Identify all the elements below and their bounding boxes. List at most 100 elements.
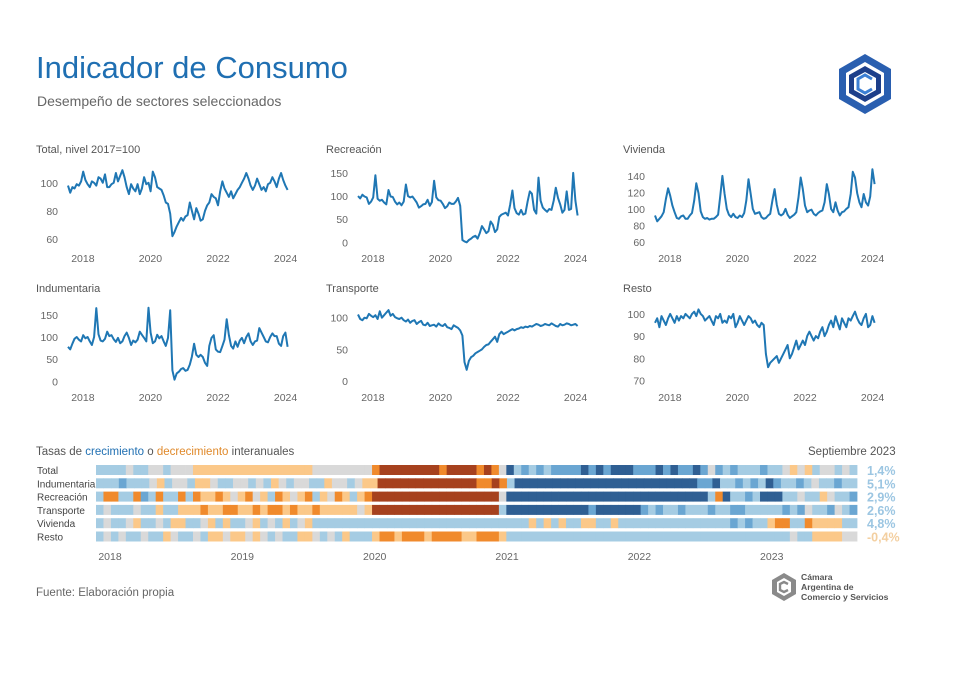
heatmap-cell: [304, 504, 313, 515]
heatmap-cell: [498, 518, 507, 529]
heatmap-cell: [536, 518, 545, 529]
heatmap-cell: [730, 504, 739, 515]
heatmap-cell: [670, 518, 679, 529]
heatmap-cell: [446, 518, 455, 529]
heatmap-cell: [558, 491, 567, 502]
line-chart-indumentaria: 0 50 100 150 2018 2020 2022 2024: [40, 306, 297, 404]
heatmap-cell: [275, 465, 283, 475]
x-tick-label: 2022: [496, 392, 520, 404]
heatmap-cell: [580, 491, 589, 502]
heatmap-cell: [730, 465, 739, 475]
heatmap-cell: [319, 465, 328, 475]
heatmap-cell: [804, 518, 813, 529]
heatmap-cell: [834, 491, 843, 502]
series-line: [654, 168, 876, 223]
heatmap-cell: [200, 531, 209, 542]
heatmap-cell: [286, 478, 295, 489]
heatmap-cell: [379, 531, 388, 542]
heatmap-cell: [289, 531, 298, 542]
heatmap-cell: [282, 504, 291, 515]
heatmap-cell: [125, 491, 134, 502]
heatmap-cell: [148, 465, 157, 475]
heatmap-cell: [476, 491, 485, 502]
heatmap-cell: [394, 465, 403, 475]
heatmap-cell: [782, 504, 791, 515]
heatmap-cell: [758, 478, 767, 489]
heatmap-cell: [252, 491, 261, 502]
heatmap-cell: [331, 478, 340, 489]
heatmap-cell: [737, 491, 746, 502]
heatmap-cell: [476, 518, 485, 529]
heatmap-cell: [796, 478, 805, 489]
heatmap-cell: [155, 531, 164, 542]
heatmap-cell: [842, 465, 850, 475]
heatmap-cell: [200, 491, 209, 502]
heatmap-cell: [271, 478, 280, 489]
heatmap-cell: [819, 465, 828, 475]
heatmap-cell: [774, 465, 783, 475]
heatmap-cell: [439, 465, 448, 475]
heatmap-cell: [811, 478, 820, 489]
heatmap-cell: [297, 491, 306, 502]
heatmap-cell: [730, 518, 739, 529]
heatmap-cell: [416, 504, 425, 515]
heatmap-cell: [260, 465, 268, 475]
heatmap-cell: [715, 504, 724, 515]
heatmap-cell: [621, 478, 630, 489]
heatmap-cell: [603, 504, 612, 515]
heatmap-cell: [583, 478, 592, 489]
heatmap-cell: [804, 531, 813, 542]
heatmap-cell: [849, 518, 858, 529]
heatmap-cell: [237, 491, 246, 502]
heatmap-cell: [595, 465, 604, 475]
heatmap-cell: [625, 465, 634, 475]
heatmap-title-growth: crecimiento: [85, 446, 145, 458]
heatmap-cell: [200, 465, 209, 475]
heatmap-cell: [297, 465, 306, 475]
heatmap-cell: [774, 518, 783, 529]
x-tick-label: 2022: [206, 392, 230, 404]
heatmap-cell: [357, 491, 365, 502]
heatmap-cell: [207, 465, 216, 475]
heatmap-cell: [170, 465, 179, 475]
heatmap-cell: [648, 518, 656, 529]
heatmap-cell: [215, 465, 224, 475]
heatmap-cell: [697, 478, 706, 489]
heatmap-cell: [700, 465, 709, 475]
heatmap-cell: [707, 491, 716, 502]
heatmap-cell: [379, 518, 388, 529]
heatmap-cell: [663, 518, 671, 529]
heatmap-cell: [498, 491, 507, 502]
heatmap-cell: [178, 531, 186, 542]
heatmap-cell: [222, 491, 231, 502]
heatmap-x-tick: 2020: [363, 551, 387, 563]
heatmap-cell: [818, 478, 827, 489]
heatmap-cell: [103, 478, 112, 489]
heatmap-cell: [603, 531, 612, 542]
heatmap-cell: [834, 465, 843, 475]
heatmap-cell: [103, 491, 112, 502]
heatmap-cell: [681, 478, 690, 489]
heatmap-cell: [372, 465, 380, 475]
heatmap-cell: [722, 531, 731, 542]
heatmap-cell: [357, 465, 365, 475]
heatmap-row-label: Total: [37, 466, 58, 477]
heatmap-cell: [655, 504, 664, 515]
cac-logo-icon: [839, 54, 891, 114]
line-chart-total: 60 80 100 2018 2020 2022 2024: [40, 169, 297, 265]
heatmap-cell: [461, 491, 470, 502]
heatmap-last-value: -0,4%: [867, 531, 900, 545]
heatmap-cell: [282, 465, 291, 475]
heatmap-cell: [715, 465, 724, 475]
x-tick-label: 2018: [658, 392, 682, 404]
cac-footer-logo: Cámara Argentina de Comercio y Servicios: [771, 572, 911, 604]
y-tick-label: 80: [633, 220, 645, 232]
heatmap-cell: [149, 478, 158, 489]
heatmap-cell: [118, 504, 127, 515]
heatmap-cell: [613, 478, 622, 489]
heatmap-cell: [377, 478, 386, 489]
heatmap-cell: [316, 478, 325, 489]
heatmap-cell: [386, 491, 395, 502]
heatmap-cell: [267, 504, 276, 515]
heatmap-cell: [558, 504, 567, 515]
